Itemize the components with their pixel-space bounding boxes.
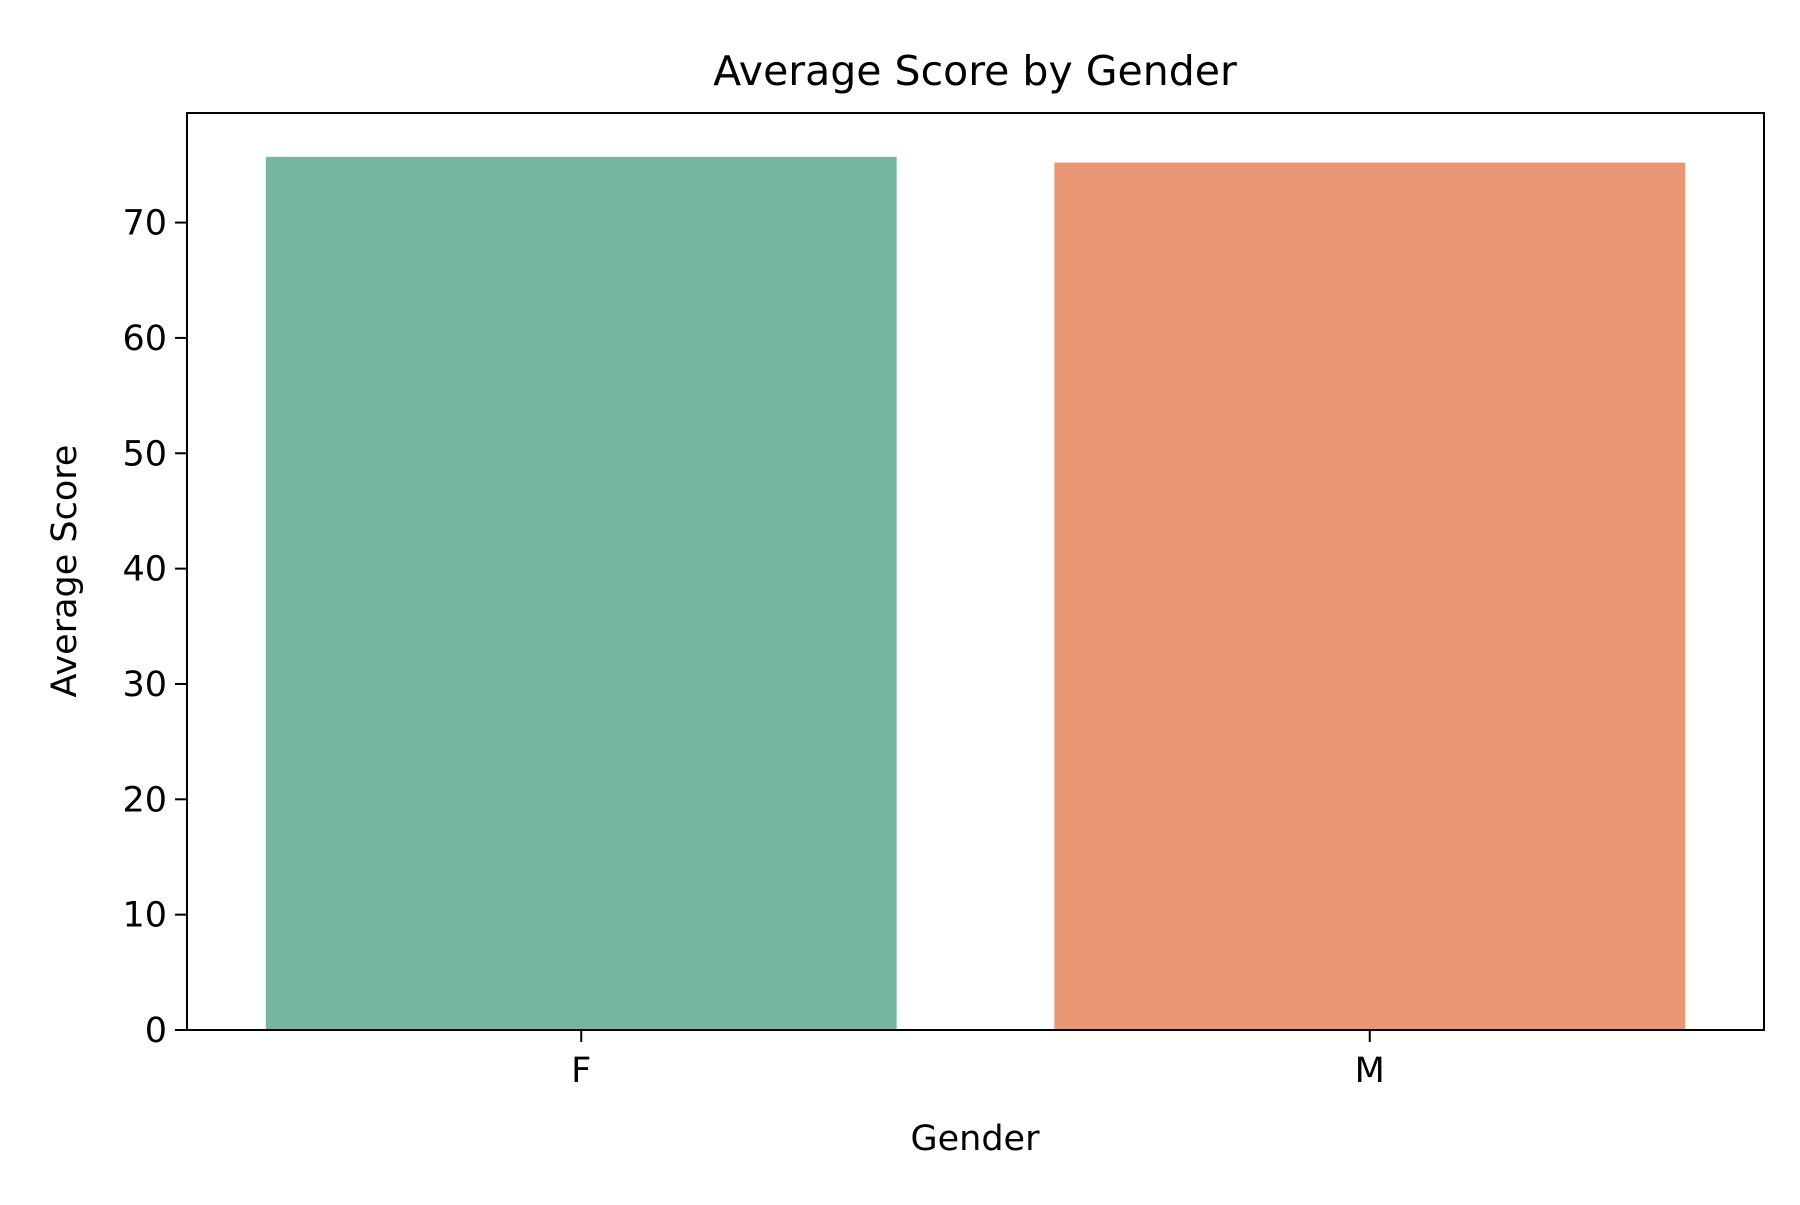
y-axis-label: Average Score — [45, 445, 85, 698]
y-tick-label-0: 0 — [145, 1011, 167, 1051]
y-tick-label-60: 60 — [122, 319, 167, 359]
y-tick-label-30: 30 — [122, 665, 167, 705]
chart-title: Average Score by Gender — [713, 47, 1237, 95]
y-tick-label-10: 10 — [122, 896, 167, 936]
bar-f — [265, 156, 897, 1031]
y-tick-label-70: 70 — [122, 204, 167, 244]
bars — [265, 156, 1686, 1031]
x-tick-label-f: F — [571, 1051, 591, 1091]
x-tick-label-m: M — [1355, 1051, 1385, 1091]
y-axis: 0 10 20 30 40 50 60 70 — [122, 204, 187, 1051]
y-tick-label-50: 50 — [122, 434, 167, 474]
plot-frame — [186, 112, 1765, 1031]
bar-m — [1054, 162, 1686, 1030]
y-tick-label-20: 20 — [122, 780, 167, 820]
x-axis-label: Gender — [911, 1119, 1041, 1159]
y-tick-label-40: 40 — [122, 550, 167, 590]
